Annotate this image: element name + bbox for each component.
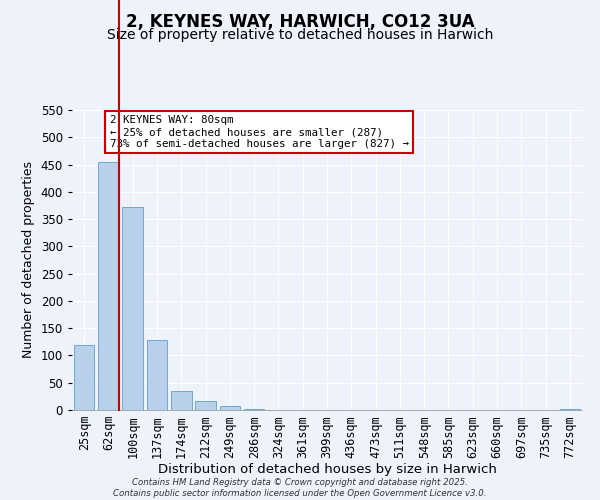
Bar (98, 162, 119, 410)
Bar (171, 391, 191, 410)
Bar (244, 409, 265, 410)
X-axis label: Distribution of detached houses by size in Harwich: Distribution of detached houses by size … (158, 463, 496, 476)
Bar (195, 400, 216, 410)
Text: 2, KEYNES WAY, HARWICH, CO12 3UA: 2, KEYNES WAY, HARWICH, CO12 3UA (125, 12, 475, 30)
Bar (122, 207, 143, 410)
Text: Contains HM Land Registry data © Crown copyright and database right 2025.
Contai: Contains HM Land Registry data © Crown c… (113, 478, 487, 498)
Text: 2 KEYNES WAY: 80sqm
← 25% of detached houses are smaller (287)
73% of semi-detac: 2 KEYNES WAY: 80sqm ← 25% of detached ho… (110, 116, 409, 148)
Bar (146, 340, 167, 410)
Y-axis label: Number of detached properties: Number of detached properties (22, 162, 35, 358)
Text: Size of property relative to detached houses in Harwich: Size of property relative to detached ho… (107, 28, 493, 42)
Bar (74, 344, 94, 410)
Bar (220, 406, 240, 410)
